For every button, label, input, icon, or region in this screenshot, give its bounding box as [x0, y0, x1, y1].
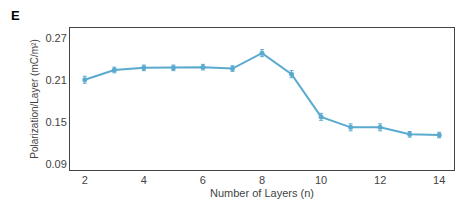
svg-text:0.09: 0.09 [45, 158, 66, 170]
svg-text:0.27: 0.27 [45, 32, 66, 44]
svg-text:14: 14 [433, 174, 445, 186]
svg-text:E: E [11, 8, 20, 23]
svg-text:0.21: 0.21 [45, 74, 66, 86]
svg-text:Polarization/Layer (mC/m²): Polarization/Layer (mC/m²) [29, 39, 40, 158]
svg-text:8: 8 [259, 174, 265, 186]
svg-text:6: 6 [200, 174, 206, 186]
svg-text:4: 4 [141, 174, 147, 186]
svg-text:10: 10 [315, 174, 327, 186]
svg-text:12: 12 [374, 174, 386, 186]
svg-text:2: 2 [82, 174, 88, 186]
svg-text:Number of Layers (n): Number of Layers (n) [210, 187, 314, 199]
svg-text:0.15: 0.15 [45, 116, 66, 128]
